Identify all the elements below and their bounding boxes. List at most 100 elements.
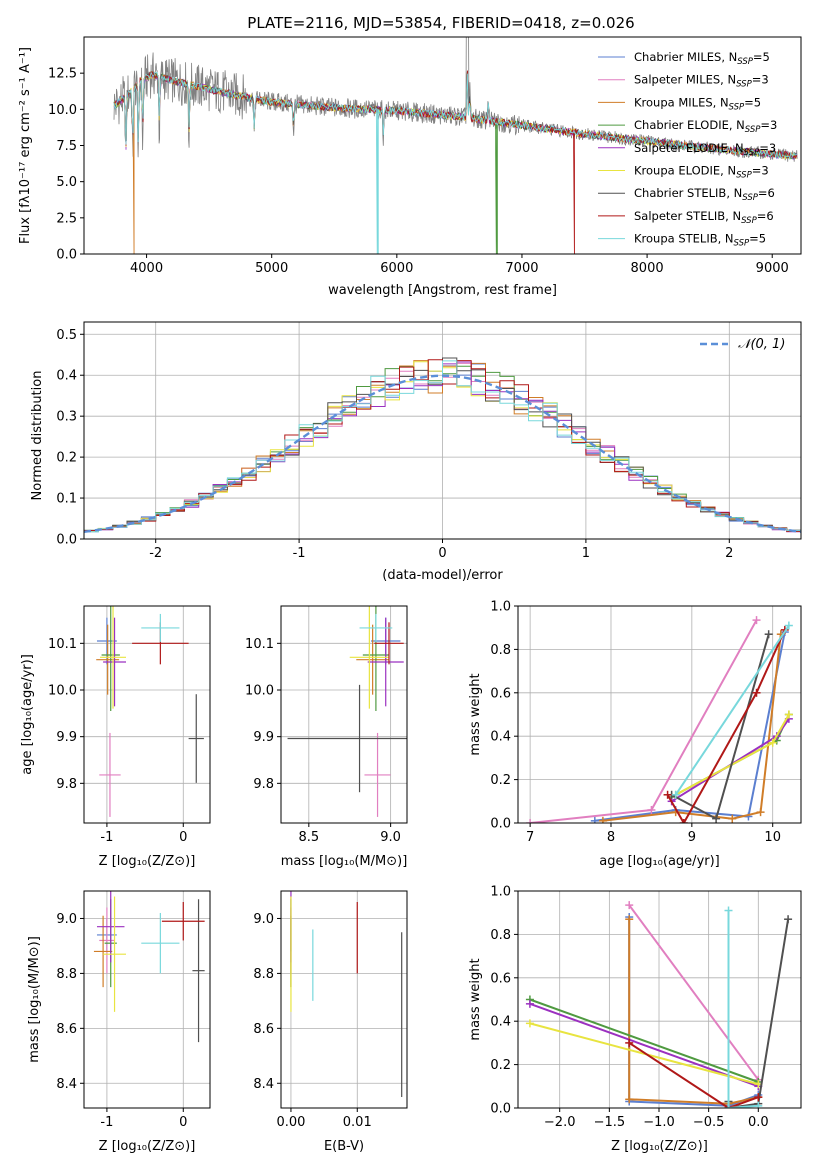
legend-value: =5 [749, 232, 766, 246]
legend-label: Kroupa ELODIE, NSSP=3 [634, 164, 769, 181]
x-tick-label: 0 [179, 1115, 187, 1130]
y-tick-label: 7.5 [56, 139, 77, 154]
y-tick-label: 0.5 [56, 328, 77, 343]
spectrum-axes: 4000 5000 6000 7000 8000 9000 0.0 2.5 5.0 7.5 10.0… [18, 36, 802, 298]
x-tick-label: −0.5 [693, 1115, 725, 1130]
legend-label: Kroupa STELIB, NSSP=5 [634, 232, 766, 249]
mass-vs-ebv-plot [281, 891, 407, 1108]
y-tick-label: 0.4 [56, 369, 77, 384]
y-tick-label: 8.4 [56, 1077, 77, 1092]
y-tick-label: 0.2 [56, 451, 77, 466]
chart-title: PLATE=2116, MJD=53854, FIBERID=0418, z=0… [247, 14, 634, 32]
x-tick-label: 4000 [130, 261, 163, 276]
legend-subscript: SSP [744, 148, 760, 158]
weight-vs-age-axes: 7 8 9 10 0.0 0.2 0.4 0.6 0.8 1.0 age [log₁₀(age/yr… [468, 600, 802, 869]
x-axis-label: mass [log₁₀(M/M⊙)] [281, 854, 408, 869]
age-vs-mass-axes: 8.5 9.0 9.8 9.9 10.0 10.1 mass [log₁₀(M/M⊙)] [245, 605, 408, 869]
x-tick-label: −2.0 [544, 1115, 576, 1130]
y-tick-label: 5.0 [56, 175, 77, 190]
y-tick-label: 9.0 [56, 912, 77, 927]
mass-vs-ebv-axes: 0.00 0.01 8.4 8.6 8.8 9.0 E(B-V) [253, 890, 408, 1154]
y-tick-label: 2.5 [56, 211, 77, 226]
x-tick-label: 0.00 [276, 1115, 305, 1130]
y-tick-label: 8.4 [253, 1077, 274, 1092]
legend-label: Salpeter STELIB, NSSP=6 [634, 209, 774, 226]
legend-value: =3 [752, 164, 769, 178]
y-tick-label: 1.0 [490, 885, 511, 900]
axes-frame [83, 890, 211, 1109]
x-tick-label: 0.0 [748, 1115, 769, 1130]
x-tick-label: 0 [438, 546, 446, 561]
y-tick-label: 0.2 [490, 1058, 511, 1073]
weight-line [674, 624, 790, 796]
residuals-axes: -2 -1 0 1 2 0.0 0.1 0.2 0.3 0.4 0.5 𝒩(0, 1) (data-mo… [30, 321, 802, 583]
x-axis-label: (data-model)/error [382, 568, 503, 583]
weight-line [628, 919, 759, 1105]
legend-subscript: SSP [736, 171, 752, 181]
x-tick-label: 2 [725, 546, 733, 561]
y-axis-label: age [log₁₀(age/yr)] [20, 654, 35, 775]
x-tick-label: 6000 [380, 261, 413, 276]
legend-value: =6 [757, 209, 774, 223]
x-tick-label: -1 [293, 546, 306, 561]
weight-line [727, 910, 759, 1108]
x-tick-label: 9000 [756, 261, 789, 276]
axes-frame [517, 890, 802, 1109]
x-axis-label: E(B-V) [324, 1139, 364, 1154]
x-axis-label: Z [log₁₀(Z/Z⊙)] [99, 1139, 196, 1154]
age-vs-Z-plot [84, 606, 210, 823]
y-tick-label: 0.0 [490, 817, 511, 832]
x-axis-label: Z [log₁₀(Z/Z⊙)] [611, 1139, 708, 1154]
y-tick-label: 0.8 [490, 643, 511, 658]
y-axis-label: Normed distribution [30, 371, 45, 501]
y-tick-label: 0.0 [56, 533, 77, 548]
weight-line [529, 998, 759, 1083]
y-tick-label: 0.0 [490, 1102, 511, 1117]
legend-value: =3 [760, 118, 777, 132]
y-tick-label: 0.0 [56, 248, 77, 263]
y-tick-label: 0.3 [56, 410, 77, 425]
x-axis-label: Z [log₁₀(Z/Z⊙)] [99, 854, 196, 869]
y-tick-label: 10.1 [245, 637, 274, 652]
legend-value: =3 [759, 141, 776, 155]
legend-label: Salpeter MILES, NSSP=3 [634, 73, 769, 90]
y-tick-label: 0.4 [490, 1015, 511, 1030]
x-tick-label: 1 [582, 546, 590, 561]
x-tick-label: 9 [688, 830, 696, 845]
x-axis-label: wavelength [Angstrom, rest frame] [328, 283, 557, 298]
y-tick-label: 10.0 [245, 684, 274, 699]
legend-subscript: SSP [742, 193, 758, 203]
y-tick-label: 8.8 [56, 967, 77, 982]
mass-vs-Z-axes: -1 0 8.4 8.6 8.8 9.0 Z [log₁₀(Z/Z⊙)] mass [log₁… [27, 890, 211, 1154]
axes-frame [280, 890, 408, 1109]
y-tick-label: 10.1 [48, 637, 77, 652]
x-tick-label: −1.0 [643, 1115, 675, 1130]
spectrum-plot [113, 37, 798, 254]
spectrum-legend: Chabrier MILES, NSSP=5 Salpeter MILES, NS… [598, 50, 777, 249]
x-tick-label: 7 [526, 830, 534, 845]
x-tick-label: 10 [764, 830, 781, 845]
legend-value: =5 [744, 95, 761, 109]
residuals-plot [84, 322, 801, 539]
x-tick-label: 8000 [631, 261, 664, 276]
y-tick-label: 8.6 [56, 1022, 77, 1037]
axes-frame [83, 605, 211, 824]
legend-label: Chabrier STELIB, NSSP=6 [634, 186, 775, 203]
y-tick-label: 9.8 [253, 777, 274, 792]
y-tick-label: 12.5 [48, 67, 77, 82]
legend-label: Chabrier MILES, NSSP=5 [634, 50, 770, 67]
y-tick-label: 0.6 [490, 971, 511, 986]
legend-subscript: SSP [737, 57, 753, 67]
axes-frame [517, 605, 802, 824]
x-tick-label: -2 [149, 546, 162, 561]
weight-line [628, 904, 760, 1081]
y-tick-label: 9.0 [253, 912, 274, 927]
x-axis-label: age [log₁₀(age/yr)] [599, 854, 720, 869]
legend-value: =6 [758, 186, 775, 200]
x-tick-label: 0 [179, 830, 187, 845]
legend-subscript: SSP [736, 80, 752, 90]
weight-line [594, 631, 786, 822]
x-tick-label: 8.5 [298, 830, 319, 845]
histogram-step-line [84, 360, 801, 533]
